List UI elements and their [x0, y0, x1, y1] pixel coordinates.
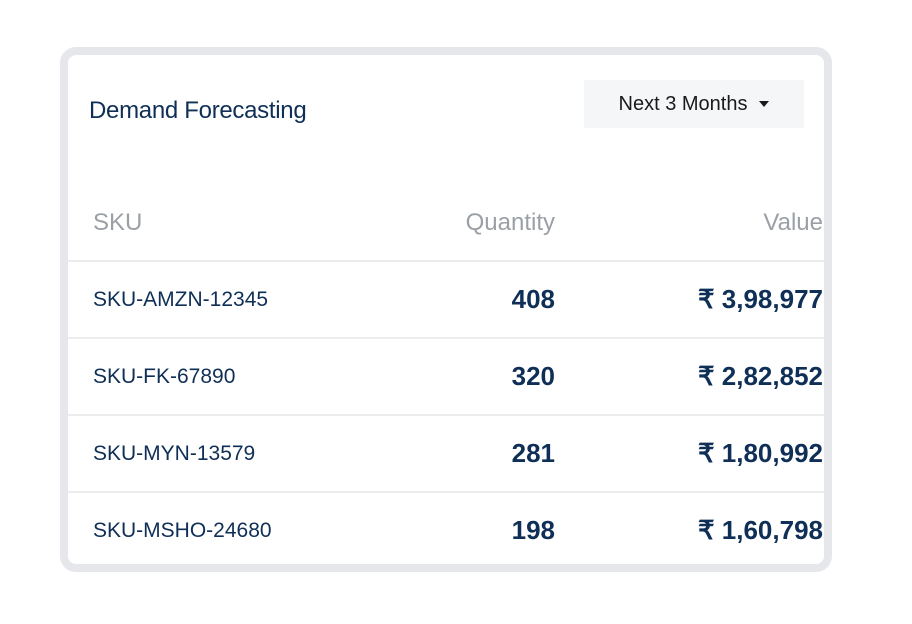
demand-forecasting-card: Demand Forecasting Next 3 Months SKU Qua… [60, 47, 832, 572]
sku-cell: SKU-MSHO-24680 [93, 518, 272, 542]
column-header-value: Value [763, 208, 823, 236]
quantity-cell: 198 [511, 515, 555, 545]
quantity-cell: 320 [511, 361, 555, 391]
sku-cell: SKU-FK-67890 [93, 364, 236, 388]
forecast-table: SKU Quantity Value SKU-AMZN-12345 408 ₹ … [68, 185, 824, 564]
caret-down-icon [759, 101, 770, 107]
value-cell: ₹ 1,80,992 [698, 438, 823, 468]
period-dropdown-label: Next 3 Months [618, 92, 748, 115]
sku-cell: SKU-AMZN-12345 [93, 287, 269, 311]
sku-cell: SKU-MYN-13579 [93, 441, 256, 465]
column-header-quantity: Quantity [465, 208, 555, 236]
card-title: Demand Forecasting [89, 97, 307, 124]
table-row: SKU-FK-67890 320 ₹ 2,82,852 [68, 339, 824, 416]
value-cell: ₹ 3,98,977 [698, 284, 823, 314]
table-row: SKU-MYN-13579 281 ₹ 1,80,992 [68, 416, 824, 493]
column-header-sku: SKU [93, 208, 143, 236]
table-row: SKU-MSHO-24680 198 ₹ 1,60,798 [68, 493, 824, 564]
quantity-cell: 281 [511, 438, 555, 468]
table-row: SKU-AMZN-12345 408 ₹ 3,98,977 [68, 262, 824, 339]
period-dropdown[interactable]: Next 3 Months [584, 80, 804, 128]
value-cell: ₹ 2,82,852 [698, 361, 823, 391]
value-cell: ₹ 1,60,798 [698, 515, 823, 545]
quantity-cell: 408 [511, 284, 555, 314]
table-header-row: SKU Quantity Value [68, 185, 824, 262]
